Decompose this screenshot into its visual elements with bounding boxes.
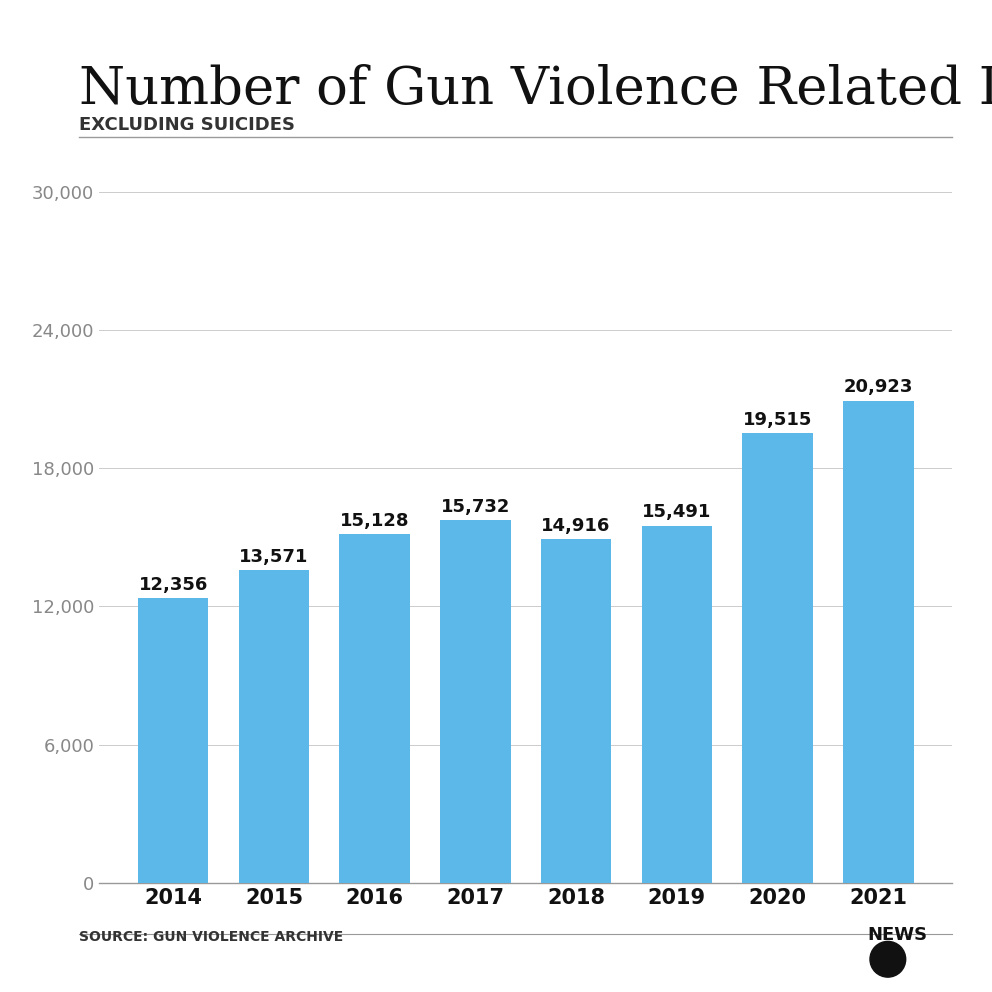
Bar — [541, 540, 611, 883]
Bar — [642, 526, 712, 883]
Text: 15,128: 15,128 — [340, 512, 410, 530]
Bar — [843, 401, 914, 883]
Bar — [440, 521, 511, 883]
Text: SOURCE: GUN VIOLENCE ARCHIVE: SOURCE: GUN VIOLENCE ARCHIVE — [79, 930, 343, 944]
Bar — [339, 535, 410, 883]
Text: NEWS: NEWS — [867, 927, 928, 944]
Text: 14,916: 14,916 — [542, 517, 611, 535]
Text: EXCLUDING SUICIDES: EXCLUDING SUICIDES — [79, 116, 296, 134]
Bar — [742, 434, 812, 883]
Text: 15,732: 15,732 — [440, 498, 510, 516]
Bar — [239, 570, 310, 883]
Bar — [138, 598, 208, 883]
Text: 19,515: 19,515 — [743, 411, 812, 429]
Text: 20,923: 20,923 — [843, 378, 913, 396]
Text: 13,571: 13,571 — [239, 548, 309, 565]
Text: Number of Gun Violence Related Deaths: Number of Gun Violence Related Deaths — [79, 64, 992, 115]
Text: 15,491: 15,491 — [642, 503, 711, 522]
Text: abc: abc — [877, 954, 899, 964]
Text: 12,356: 12,356 — [139, 575, 208, 593]
